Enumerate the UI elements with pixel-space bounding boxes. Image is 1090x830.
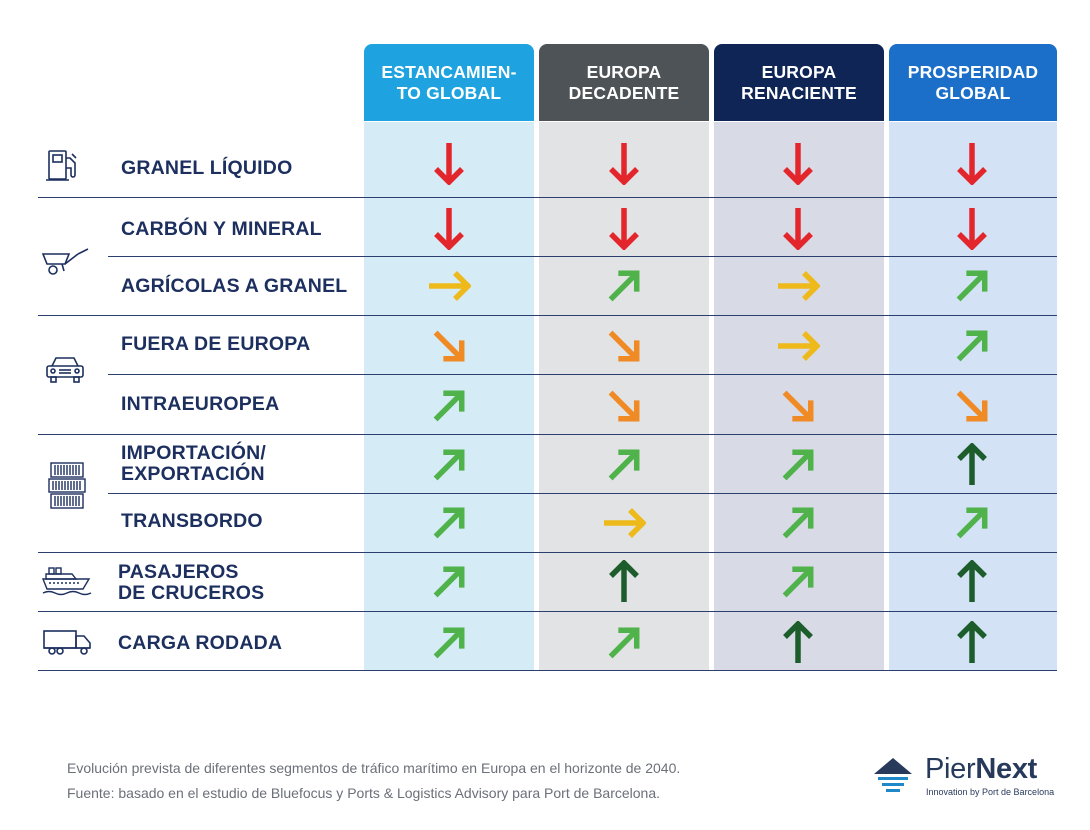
trend-arrow-down-icon (957, 143, 987, 185)
trend-arrow-up-icon (957, 443, 987, 485)
row-label-intraeuropea: INTRAEUROPEA (121, 393, 280, 415)
row-divider (38, 434, 1057, 435)
trend-arrow-up-right-icon (782, 507, 814, 539)
wheelbarrow-icon (41, 248, 89, 275)
trend-arrow-up-right-icon (433, 449, 465, 481)
trend-arrow-up-right-icon (433, 566, 465, 598)
column-header-europa-renaciente: EUROPA RENACIENTE (714, 44, 884, 121)
trend-arrow-up-icon (609, 560, 639, 602)
row-divider (38, 315, 1057, 316)
trend-arrow-down-right-icon (433, 330, 465, 362)
row-label-pasajeros-cruceros: PASAJEROS DE CRUCEROS (118, 561, 265, 604)
row-label-importacion-exportacion: IMPORTACIÓN/ EXPORTACIÓN (121, 442, 267, 485)
row-label-granel-liquido: GRANEL LÍQUIDO (121, 157, 293, 179)
trend-arrow-up-right-icon (608, 270, 640, 302)
piernext-logo-wordmark: PierNext (925, 753, 1037, 786)
trend-arrow-right-icon (429, 271, 471, 301)
column-header-europa-decadente: EUROPA DECADENTE (539, 44, 709, 121)
row-divider (108, 493, 1057, 494)
trend-arrow-up-right-icon (433, 390, 465, 422)
cruise-ship-icon (41, 567, 92, 596)
row-divider (38, 552, 1057, 553)
trend-arrow-down-icon (434, 208, 464, 250)
trend-arrow-right-icon (604, 508, 646, 538)
trend-arrow-up-right-icon (782, 449, 814, 481)
trend-arrow-down-right-icon (956, 390, 988, 422)
logo-name-light: Pier (925, 753, 976, 785)
car-icon (46, 357, 84, 383)
column-header-prosperidad: PROSPERIDAD GLOBAL (889, 44, 1057, 121)
trend-arrow-up-right-icon (956, 270, 988, 302)
row-divider (108, 374, 1057, 375)
piernext-logo-tagline: Innovation by Port de Barcelona (926, 787, 1055, 797)
row-divider (38, 670, 1057, 671)
trend-arrow-down-right-icon (782, 390, 814, 422)
trend-arrow-up-icon (957, 621, 987, 663)
row-label-carga-rodada: CARGA RODADA (118, 632, 283, 654)
trend-arrow-up-right-icon (956, 507, 988, 539)
row-label-fuera-europa: FUERA DE EUROPA (121, 333, 311, 355)
trend-arrow-up-right-icon (608, 449, 640, 481)
truck-icon (43, 630, 91, 655)
row-label-carbon-mineral: CARBÓN Y MINERAL (121, 218, 322, 240)
trend-arrow-down-icon (609, 143, 639, 185)
trend-arrow-down-icon (783, 208, 813, 250)
trend-arrow-down-icon (783, 143, 813, 185)
trend-arrow-down-right-icon (608, 390, 640, 422)
source-text: Fuente: basado en el estudio de Bluefocu… (67, 785, 661, 801)
trend-arrow-up-right-icon (433, 507, 465, 539)
trend-arrow-down-icon (957, 208, 987, 250)
trend-arrow-down-icon (609, 208, 639, 250)
containers-icon (48, 462, 86, 509)
row-divider (38, 197, 1057, 198)
row-label-transbordo: TRANSBORDO (121, 510, 263, 532)
trend-arrow-up-right-icon (782, 566, 814, 598)
row-divider (108, 256, 1057, 257)
trend-arrow-up-right-icon (433, 627, 465, 659)
row-label-agricolas-granel: AGRÍCOLAS A GRANEL (121, 275, 348, 297)
trend-arrow-right-icon (778, 331, 820, 361)
trend-arrow-up-right-icon (608, 627, 640, 659)
fuel-pump-icon (46, 150, 77, 181)
logo-name-bold: Next (975, 753, 1038, 785)
caption-text: Evolución prevista de diferentes segment… (67, 760, 681, 776)
row-divider (38, 611, 1057, 612)
trend-arrow-up-icon (783, 621, 813, 663)
trend-arrow-down-right-icon (608, 330, 640, 362)
trend-arrow-up-icon (957, 560, 987, 602)
column-header-estancamiento: ESTANCAMIEN- TO GLOBAL (364, 44, 534, 121)
piernext-logo-icon (874, 758, 912, 792)
trend-arrow-right-icon (778, 271, 820, 301)
trend-arrow-up-right-icon (956, 330, 988, 362)
trend-arrow-down-icon (434, 143, 464, 185)
